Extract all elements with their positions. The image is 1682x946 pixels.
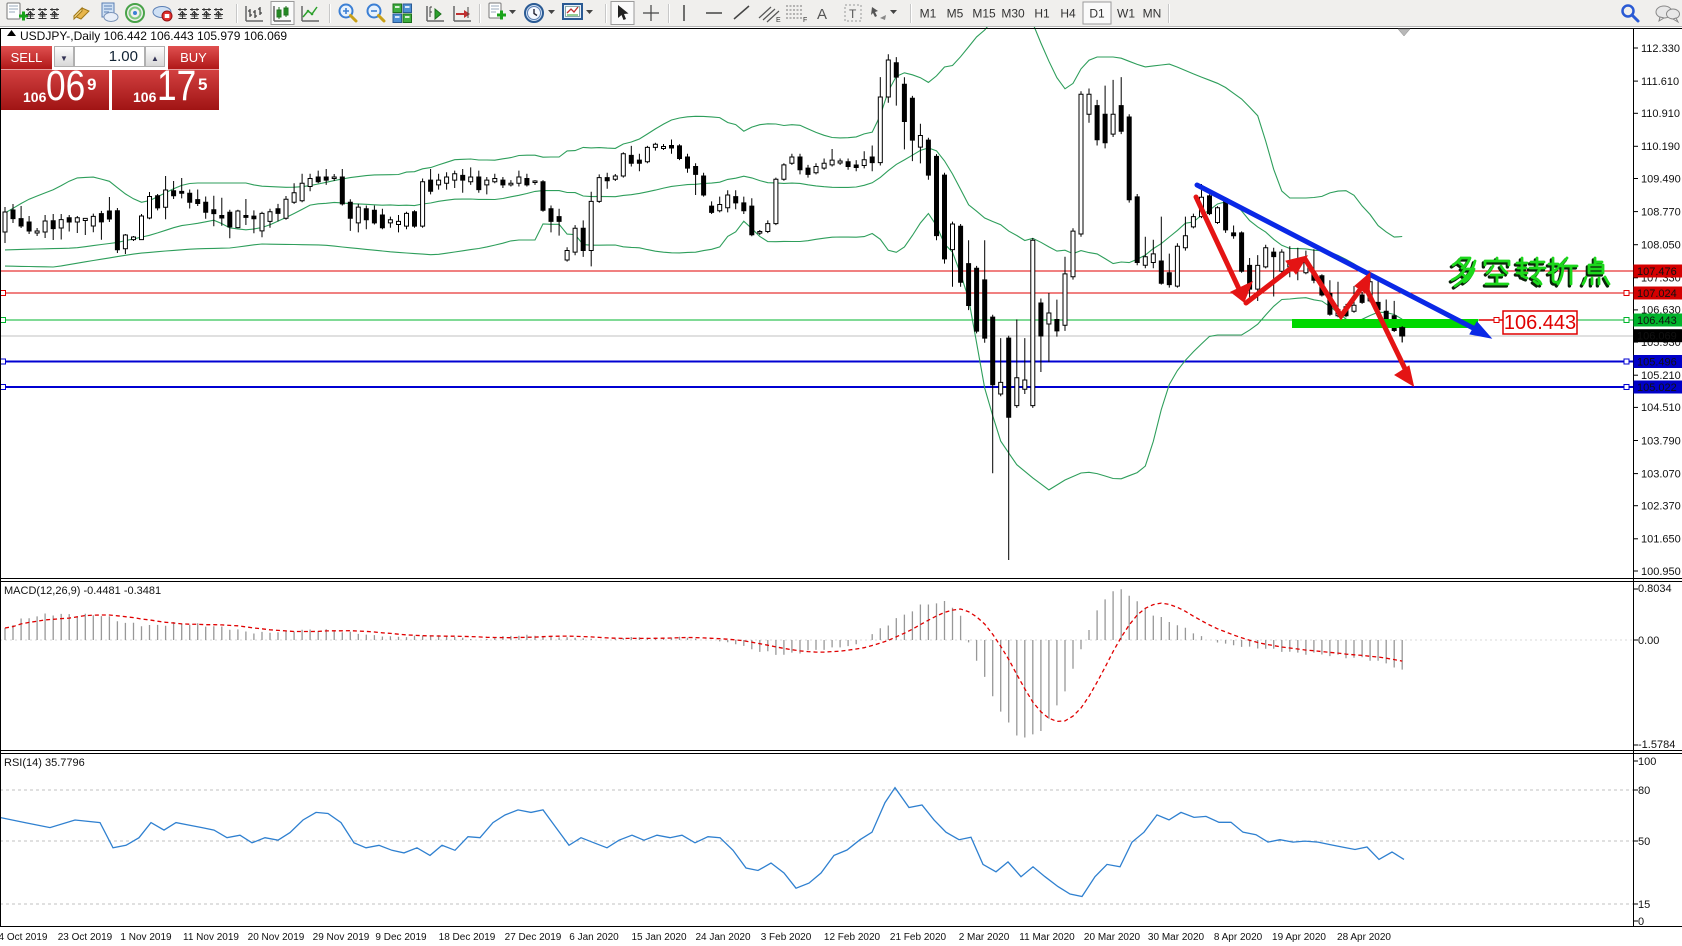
svg-text:106.443: 106.443: [1504, 312, 1576, 334]
svg-text:W1: W1: [1117, 7, 1135, 21]
svg-text:3 Feb 2020: 3 Feb 2020: [761, 932, 812, 943]
svg-text:30 Mar 2020: 30 Mar 2020: [1148, 932, 1205, 943]
svg-text:9 Dec 2019: 9 Dec 2019: [375, 932, 427, 943]
svg-text:100: 100: [1638, 756, 1656, 768]
svg-text:109.490: 109.490: [1641, 173, 1681, 185]
svg-text:24 Jan 2020: 24 Jan 2020: [695, 932, 750, 943]
svg-text:A: A: [817, 6, 827, 23]
svg-text:28 Apr 2020: 28 Apr 2020: [1337, 932, 1391, 943]
svg-text:F: F: [803, 17, 807, 24]
svg-text:USDJPY-,Daily 106.442 106.443: USDJPY-,Daily 106.442 106.443 105.979 10…: [20, 29, 287, 43]
svg-text:112.330: 112.330: [1641, 43, 1680, 55]
svg-text:T: T: [849, 7, 857, 21]
svg-text:23 Oct 2019: 23 Oct 2019: [58, 932, 113, 943]
svg-text:H1: H1: [1034, 7, 1050, 21]
svg-text:H4: H4: [1060, 7, 1076, 21]
svg-text:M1: M1: [920, 7, 937, 21]
svg-text:108.050: 108.050: [1641, 240, 1681, 252]
svg-text:105.022: 105.022: [1637, 382, 1677, 394]
svg-text:-1.5784: -1.5784: [1638, 739, 1675, 751]
svg-text:M5: M5: [947, 7, 964, 21]
svg-text:110.190: 110.190: [1641, 141, 1680, 153]
svg-text:0.00: 0.00: [1638, 635, 1659, 647]
svg-text:104.510: 104.510: [1641, 402, 1681, 414]
svg-text:103.070: 103.070: [1641, 468, 1681, 480]
svg-text:101.650: 101.650: [1641, 534, 1681, 546]
svg-text:110.910: 110.910: [1641, 108, 1680, 120]
svg-text:29 Nov 2019: 29 Nov 2019: [313, 932, 370, 943]
svg-text:105.496: 105.496: [1637, 357, 1677, 369]
svg-text:D1: D1: [1089, 7, 1105, 21]
svg-text:MN: MN: [1143, 7, 1162, 21]
svg-text:20 Nov 2019: 20 Nov 2019: [248, 932, 305, 943]
svg-text:15: 15: [1638, 899, 1650, 911]
svg-text:MACD(12,26,9) -0.4481 -0.3481: MACD(12,26,9) -0.4481 -0.3481: [4, 585, 161, 597]
svg-text:M15: M15: [972, 7, 996, 21]
svg-text:15 Jan 2020: 15 Jan 2020: [631, 932, 686, 943]
svg-text:0: 0: [1638, 916, 1644, 928]
svg-text:0.8034: 0.8034: [1638, 583, 1672, 595]
svg-text:107.476: 107.476: [1637, 266, 1677, 278]
svg-text:21 Feb 2020: 21 Feb 2020: [890, 932, 947, 943]
svg-text:111.610: 111.610: [1641, 76, 1679, 88]
svg-text:8 Apr 2020: 8 Apr 2020: [1214, 932, 1263, 943]
svg-text:108.770: 108.770: [1641, 206, 1681, 218]
svg-text:2 Mar 2020: 2 Mar 2020: [959, 932, 1010, 943]
svg-text:1 Nov 2019: 1 Nov 2019: [120, 932, 172, 943]
svg-text:107.024: 107.024: [1637, 288, 1677, 300]
svg-text:102.370: 102.370: [1641, 501, 1681, 513]
svg-text:100.950: 100.950: [1641, 566, 1681, 578]
svg-text:RSI(14) 35.7796: RSI(14) 35.7796: [4, 757, 85, 769]
svg-text:6 Jan 2020: 6 Jan 2020: [569, 932, 619, 943]
svg-text:11 Nov 2019: 11 Nov 2019: [183, 932, 239, 943]
svg-text:19 Apr 2020: 19 Apr 2020: [1272, 932, 1326, 943]
svg-text:50: 50: [1638, 836, 1650, 848]
svg-text:11 Mar 2020: 11 Mar 2020: [1019, 932, 1075, 943]
svg-text:E: E: [776, 17, 781, 24]
svg-text:12 Feb 2020: 12 Feb 2020: [824, 932, 881, 943]
svg-text:M30: M30: [1001, 7, 1025, 21]
svg-text:27 Dec 2019: 27 Dec 2019: [505, 932, 562, 943]
svg-text:20 Mar 2020: 20 Mar 2020: [1084, 932, 1141, 943]
svg-text:106.069: 106.069: [1637, 331, 1677, 343]
svg-text:103.790: 103.790: [1641, 435, 1681, 447]
svg-text:105.210: 105.210: [1641, 370, 1681, 382]
svg-text:80: 80: [1638, 785, 1650, 797]
svg-text:18 Dec 2019: 18 Dec 2019: [439, 932, 496, 943]
svg-text:4 Oct 2019: 4 Oct 2019: [0, 932, 48, 943]
svg-text:106.443: 106.443: [1637, 315, 1677, 327]
